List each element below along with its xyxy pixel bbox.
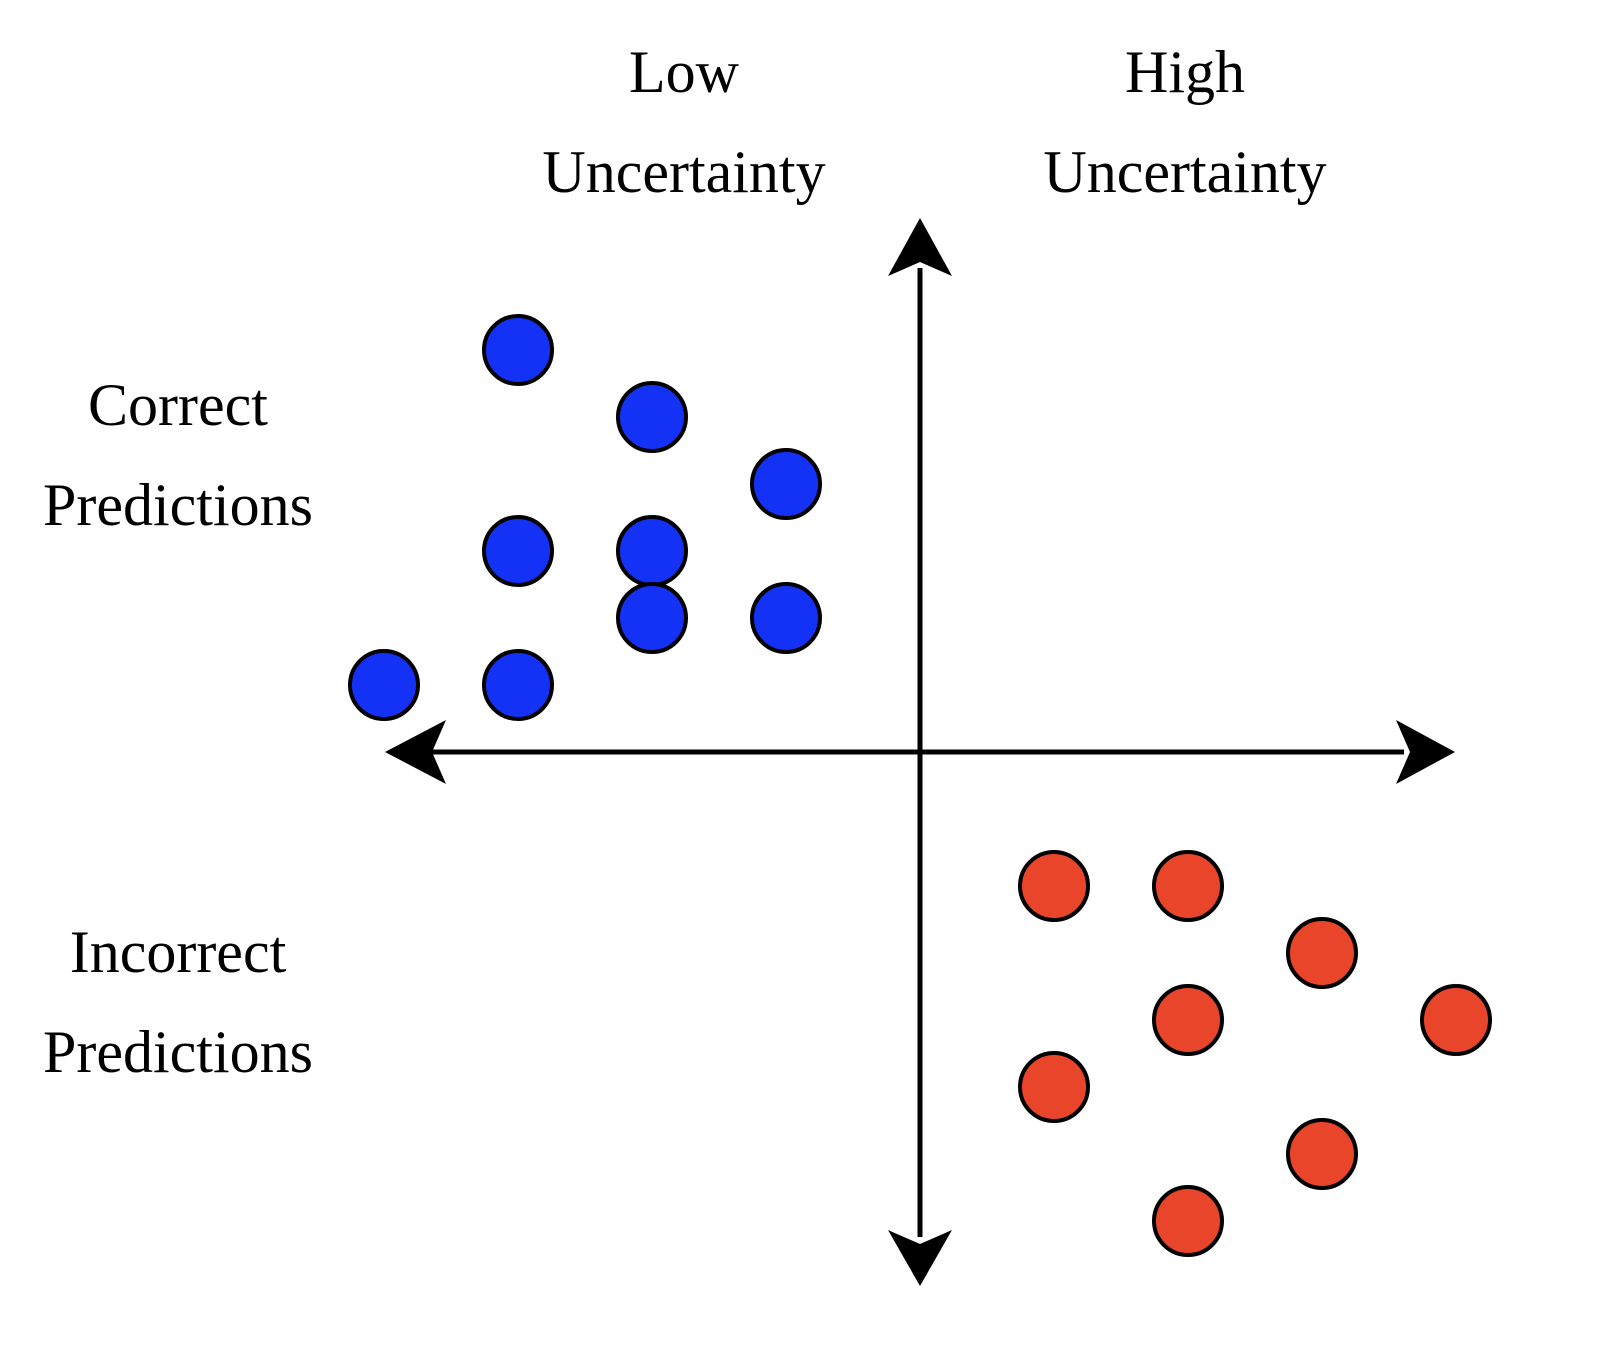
incorrect-prediction-marker [1286, 1118, 1358, 1190]
correct-prediction-marker [616, 582, 688, 654]
correct-prediction-marker [616, 381, 688, 453]
correct-prediction-marker [482, 515, 554, 587]
column-label-low-uncertainty: Low Uncertainty [524, 22, 844, 222]
incorrect-prediction-marker [1286, 917, 1358, 989]
label-line: Uncertainty [542, 139, 826, 205]
markers [348, 314, 1492, 1257]
correct-prediction-marker [616, 515, 688, 587]
right-arrowhead [1396, 720, 1455, 784]
correct-prediction-marker [482, 649, 554, 721]
label-line: Incorrect [69, 919, 287, 985]
left-arrowhead [385, 720, 446, 784]
vertical-axis [888, 218, 952, 1286]
label-line: Uncertainty [1043, 139, 1327, 205]
incorrect-prediction-marker [1018, 1051, 1090, 1123]
correct-prediction-marker [348, 649, 420, 721]
label-line: High [1125, 39, 1245, 105]
top-arrowhead [888, 218, 952, 276]
label-line: Low [629, 39, 739, 105]
correct-prediction-marker [482, 314, 554, 386]
horizontal-axis [385, 720, 1455, 784]
row-label-incorrect-predictions: Incorrect Predictions [18, 902, 338, 1102]
correct-prediction-marker [750, 448, 822, 520]
incorrect-prediction-marker [1420, 984, 1492, 1056]
incorrect-prediction-marker [1152, 984, 1224, 1056]
correct-prediction-marker [750, 582, 822, 654]
label-line: Predictions [43, 472, 313, 538]
row-label-correct-predictions: Correct Predictions [18, 355, 338, 555]
label-line: Correct [88, 372, 268, 438]
label-line: Predictions [43, 1019, 313, 1085]
incorrect-prediction-marker [1152, 850, 1224, 922]
incorrect-prediction-marker [1152, 1185, 1224, 1257]
column-label-high-uncertainty: High Uncertainty [1025, 22, 1345, 222]
bottom-arrowhead [888, 1230, 952, 1286]
incorrect-prediction-marker [1018, 850, 1090, 922]
